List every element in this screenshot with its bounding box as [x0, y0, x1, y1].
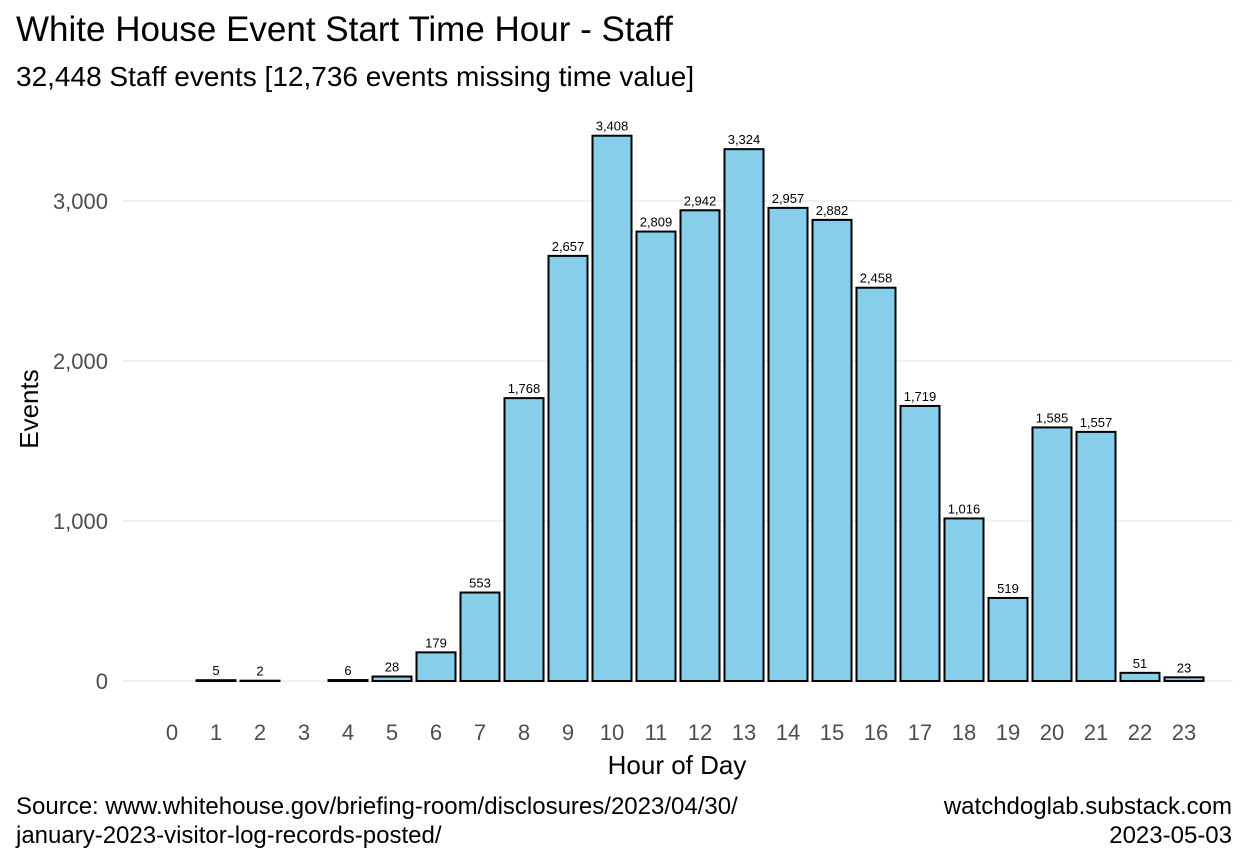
bar — [1163, 676, 1205, 683]
bar — [767, 206, 809, 682]
data-label: 1,585 — [1036, 410, 1069, 425]
x-tick-label: 14 — [776, 720, 800, 745]
bar — [679, 209, 721, 682]
bar — [723, 148, 765, 683]
x-tick-label: 8 — [518, 720, 530, 745]
source-caption: Source: www.whitehouse.gov/briefing-room… — [16, 792, 738, 850]
x-tick-label: 16 — [864, 720, 888, 745]
x-tick-label: 6 — [430, 720, 442, 745]
bar — [987, 596, 1029, 683]
credit-caption: watchdoglab.substack.com 2023-05-03 — [944, 792, 1232, 850]
data-label: 2 — [256, 664, 263, 679]
bar — [1031, 426, 1073, 682]
x-axis-label: Hour of Day — [608, 750, 747, 780]
caption-date: 2023-05-03 — [1109, 822, 1232, 849]
x-tick-label: 12 — [688, 720, 712, 745]
chart-subtitle: 32,448 Staff events [12,736 events missi… — [16, 61, 695, 92]
x-tick-label: 20 — [1040, 720, 1064, 745]
x-tick-label: 3 — [298, 720, 310, 745]
x-tick-label: 23 — [1172, 720, 1196, 745]
y-axis-label: Events — [14, 369, 44, 449]
bar — [1119, 671, 1161, 683]
bar — [591, 134, 633, 683]
y-tick-label: 3,000 — [53, 189, 108, 214]
x-tick-label: 17 — [908, 720, 932, 745]
data-labels: 5 2 6 28 179 553 1,768 2,657 3,408 2,809 2,942 3,32… — [212, 119, 1191, 679]
data-label: 2,809 — [640, 215, 673, 230]
x-tick-label: 11 — [645, 720, 668, 745]
x-axis-ticks: 0 1 2 3 4 5 6 7 8 9 10 11 12 13 14 15 16 17 18 19 20 21 22 23 — [166, 720, 1196, 745]
y-tick-label: 2,000 — [53, 349, 108, 374]
x-tick-label: 18 — [952, 720, 976, 745]
data-label: 23 — [1177, 660, 1191, 675]
x-tick-label: 22 — [1128, 720, 1152, 745]
data-label: 2,657 — [552, 239, 585, 254]
data-label: 28 — [385, 660, 399, 675]
x-tick-label: 1 — [210, 720, 222, 745]
bar — [415, 651, 457, 682]
data-label: 2,882 — [816, 203, 849, 218]
data-label: 1,768 — [508, 381, 541, 396]
bar — [855, 286, 897, 682]
x-tick-label: 21 — [1084, 720, 1108, 745]
data-label: 3,324 — [728, 132, 761, 147]
bar — [195, 679, 237, 683]
bar — [503, 397, 545, 682]
bar — [899, 404, 941, 682]
bar — [1075, 430, 1117, 682]
data-label: 179 — [425, 635, 447, 650]
x-tick-label: 2 — [254, 720, 266, 745]
x-tick-label: 15 — [820, 720, 844, 745]
data-label: 2,458 — [860, 271, 893, 286]
x-tick-label: 13 — [732, 720, 756, 745]
source-line-2: january-2023-visitor-log-records-posted/ — [16, 822, 442, 849]
x-tick-label: 19 — [996, 720, 1020, 745]
data-label: 1,719 — [904, 389, 937, 404]
bar — [811, 218, 853, 682]
bar — [635, 230, 677, 682]
source-line-1: Source: www.whitehouse.gov/briefing-room… — [16, 793, 738, 820]
bar — [327, 679, 369, 682]
bars — [195, 134, 1205, 683]
x-tick-label: 9 — [562, 720, 574, 745]
data-label: 553 — [469, 576, 491, 591]
site-credit: watchdoglab.substack.com — [943, 793, 1232, 820]
chart-title: White House Event Start Time Hour - Staf… — [16, 10, 673, 49]
data-label: 6 — [344, 663, 351, 678]
bar — [943, 517, 985, 682]
bar — [459, 591, 501, 683]
x-tick-label: 4 — [342, 720, 354, 745]
data-label: 3,408 — [596, 119, 629, 134]
x-tick-label: 5 — [386, 720, 398, 745]
data-label: 51 — [1133, 656, 1147, 671]
y-tick-label: 1,000 — [53, 509, 108, 534]
data-label: 2,957 — [772, 191, 805, 206]
bar — [547, 254, 589, 682]
data-label: 5 — [212, 663, 219, 678]
data-label: 2,942 — [684, 193, 717, 208]
y-tick-label: 0 — [96, 669, 108, 694]
y-axis-ticks: 0 1,000 2,000 3,000 — [53, 189, 108, 694]
bar — [371, 675, 413, 683]
x-tick-label: 0 — [166, 720, 178, 745]
data-label: 1,557 — [1080, 415, 1113, 430]
x-tick-label: 10 — [600, 720, 624, 745]
data-label: 1,016 — [948, 501, 981, 516]
x-tick-label: 7 — [474, 720, 486, 745]
data-label: 519 — [997, 581, 1019, 596]
